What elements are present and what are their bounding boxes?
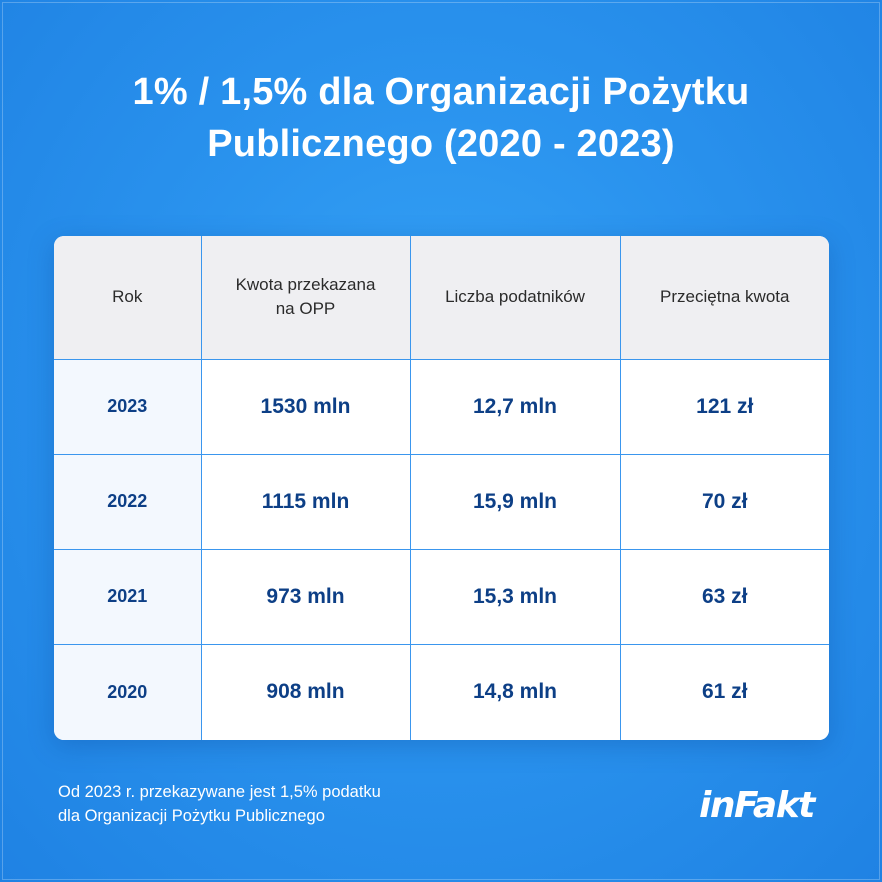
cell-year: 2020 (54, 644, 202, 740)
cell-taxpayers: 15,9 mln (410, 454, 621, 550)
cell-average: 70 zł (620, 454, 829, 550)
header-average: Przeciętna kwota (620, 236, 829, 360)
cell-amount: 973 mln (201, 549, 411, 645)
cell-year: 2021 (54, 549, 202, 645)
table-header-row: Rok Kwota przekazana na OPP Liczba podat… (54, 236, 829, 360)
cell-average: 63 zł (620, 549, 829, 645)
table-row: 2023 1530 mln 12,7 mln 121 zł (54, 359, 829, 455)
table-row: 2021 973 mln 15,3 mln 63 zł (54, 549, 829, 645)
page-title: 1% / 1,5% dla Organizacji Pożytku Public… (40, 66, 842, 170)
infakt-logo: inFakt (699, 785, 815, 826)
cell-year: 2022 (54, 454, 202, 550)
cell-year: 2023 (54, 359, 202, 455)
header-year: Rok (54, 236, 202, 360)
footnote-line-2: dla Organizacji Pożytku Publicznego (58, 807, 325, 825)
cell-amount: 1530 mln (201, 359, 411, 455)
footnote: Od 2023 r. przekazywane jest 1,5% podatk… (58, 780, 381, 828)
cell-average: 121 zł (620, 359, 829, 455)
header-taxpayers: Liczba podatników (410, 236, 621, 360)
header-amount: Kwota przekazana na OPP (201, 236, 411, 360)
table-row: 2020 908 mln 14,8 mln 61 zł (54, 644, 829, 740)
footnote-line-1: Od 2023 r. przekazywane jest 1,5% podatk… (58, 783, 381, 801)
cell-average: 61 zł (620, 644, 829, 740)
title-line-1: 1% / 1,5% dla Organizacji Pożytku (132, 71, 750, 113)
cell-taxpayers: 14,8 mln (410, 644, 621, 740)
opp-table: Rok Kwota przekazana na OPP Liczba podat… (54, 236, 829, 740)
data-table-card: Rok Kwota przekazana na OPP Liczba podat… (54, 236, 829, 740)
title-line-2: Publicznego (2020 - 2023) (207, 123, 675, 165)
cell-amount: 908 mln (201, 644, 411, 740)
cell-amount: 1115 mln (201, 454, 411, 550)
cell-taxpayers: 12,7 mln (410, 359, 621, 455)
table-row: 2022 1115 mln 15,9 mln 70 zł (54, 454, 829, 550)
cell-taxpayers: 15,3 mln (410, 549, 621, 645)
